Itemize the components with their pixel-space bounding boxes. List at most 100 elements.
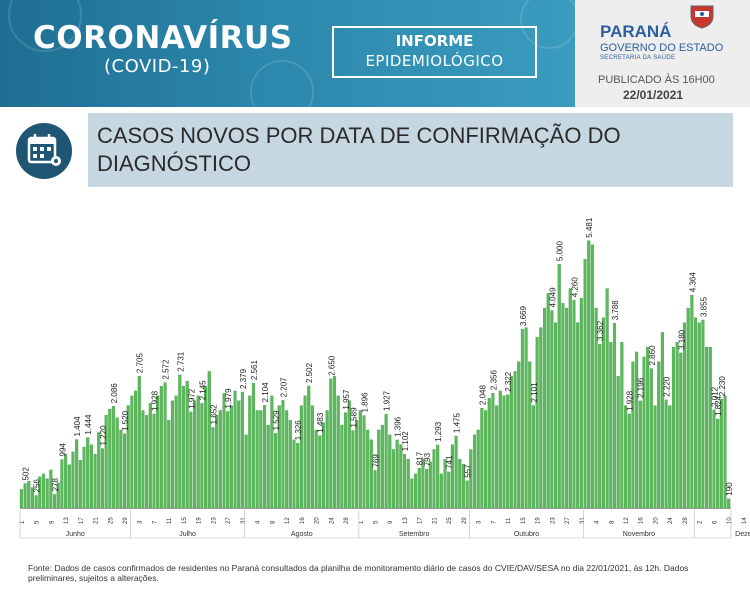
- calendar-badge: [16, 123, 72, 179]
- data-label: 2.145: [198, 380, 207, 401]
- day-tick-label: 25: [447, 517, 453, 524]
- bar: [222, 393, 226, 509]
- data-label: 2.086: [110, 383, 119, 404]
- bar: [34, 495, 38, 509]
- month-label: Setembro: [399, 531, 429, 538]
- bar: [23, 483, 27, 509]
- bar: [288, 420, 292, 509]
- day-tick-label: 7: [153, 520, 159, 524]
- bar: [546, 293, 550, 509]
- bar: [568, 288, 572, 509]
- data-label: 741: [445, 455, 454, 469]
- bar: [554, 322, 558, 509]
- bar: [686, 307, 690, 509]
- bar: [436, 444, 440, 509]
- day-tick-label: 24: [329, 517, 335, 524]
- day-tick-label: 21: [432, 517, 438, 524]
- bar: [174, 395, 178, 509]
- data-label: 1.824: [714, 395, 723, 416]
- data-label: 817: [416, 451, 425, 465]
- day-tick-label: 9: [49, 520, 55, 524]
- day-tick-label: 1: [359, 520, 365, 524]
- bar: [399, 444, 403, 509]
- bar: [425, 469, 429, 509]
- day-tick-label: 10: [727, 517, 733, 524]
- data-label: 1.652: [209, 404, 218, 425]
- bar: [89, 444, 93, 509]
- month-label: Julho: [179, 531, 196, 538]
- day-tick-label: 8: [609, 520, 615, 524]
- bar: [428, 461, 432, 509]
- bar: [123, 433, 127, 509]
- month-label: Junho: [66, 531, 85, 538]
- data-label: 1.928: [151, 390, 160, 411]
- bar: [384, 413, 388, 509]
- data-label: 5.000: [556, 241, 565, 262]
- day-tick-label: 16: [639, 517, 645, 524]
- day-tick-label: 9: [388, 520, 394, 524]
- data-label: 4.260: [570, 277, 579, 298]
- bar: [513, 371, 517, 509]
- bar: [189, 411, 193, 509]
- bar: [204, 385, 208, 509]
- bar: [454, 435, 458, 509]
- bar: [274, 433, 278, 509]
- bar: [417, 467, 421, 509]
- bar: [414, 473, 418, 509]
- virus-decoration: [250, 60, 314, 107]
- bar: [218, 410, 222, 509]
- month-label: Novembro: [623, 531, 655, 538]
- bar: [310, 405, 314, 509]
- bar: [318, 435, 322, 509]
- data-label: 1.927: [383, 390, 392, 411]
- bar: [344, 412, 348, 509]
- bar: [616, 376, 620, 509]
- day-tick-label: 2: [698, 520, 704, 524]
- bar: [410, 478, 414, 509]
- bar: [336, 395, 340, 509]
- day-tick-label: 23: [550, 517, 556, 524]
- data-label: 2.356: [489, 370, 498, 391]
- day-tick-label: 14: [742, 517, 748, 524]
- bar: [690, 295, 694, 509]
- bar: [148, 402, 152, 509]
- data-label: 190: [725, 482, 734, 496]
- bar: [41, 473, 46, 509]
- bar: [226, 411, 230, 509]
- day-tick-label: 27: [565, 517, 571, 524]
- day-tick-label: 7: [491, 520, 497, 524]
- bar: [355, 420, 359, 509]
- data-label: 3.855: [699, 296, 708, 317]
- bar: [358, 410, 362, 509]
- bar: [207, 371, 211, 509]
- bar: [211, 427, 215, 509]
- bar: [550, 310, 554, 509]
- data-label: 1.220: [99, 425, 108, 446]
- bar: [631, 361, 635, 509]
- bar: [539, 327, 543, 509]
- bar: [576, 322, 580, 509]
- data-label: 2.705: [136, 353, 145, 374]
- data-label: 994: [58, 443, 67, 457]
- bar: [181, 385, 186, 509]
- bar: [86, 437, 90, 509]
- bar: [369, 439, 373, 509]
- data-label: 4.049: [548, 287, 557, 308]
- bar: [627, 413, 631, 509]
- bar: [391, 449, 396, 509]
- bar: [237, 400, 241, 509]
- day-tick-label: 15: [521, 517, 527, 524]
- bar: [285, 410, 289, 509]
- data-label: 2.207: [279, 377, 288, 398]
- day-tick-label: 25: [108, 517, 114, 524]
- bar: [130, 395, 134, 509]
- bar: [653, 405, 657, 509]
- day-tick-label: 31: [580, 517, 586, 524]
- bar: [233, 390, 237, 509]
- month-label: Outubro: [514, 531, 539, 538]
- bar: [251, 382, 256, 509]
- bar: [705, 346, 709, 509]
- bar: [145, 415, 149, 509]
- bar: [402, 454, 407, 509]
- day-tick-label: 28: [683, 517, 689, 524]
